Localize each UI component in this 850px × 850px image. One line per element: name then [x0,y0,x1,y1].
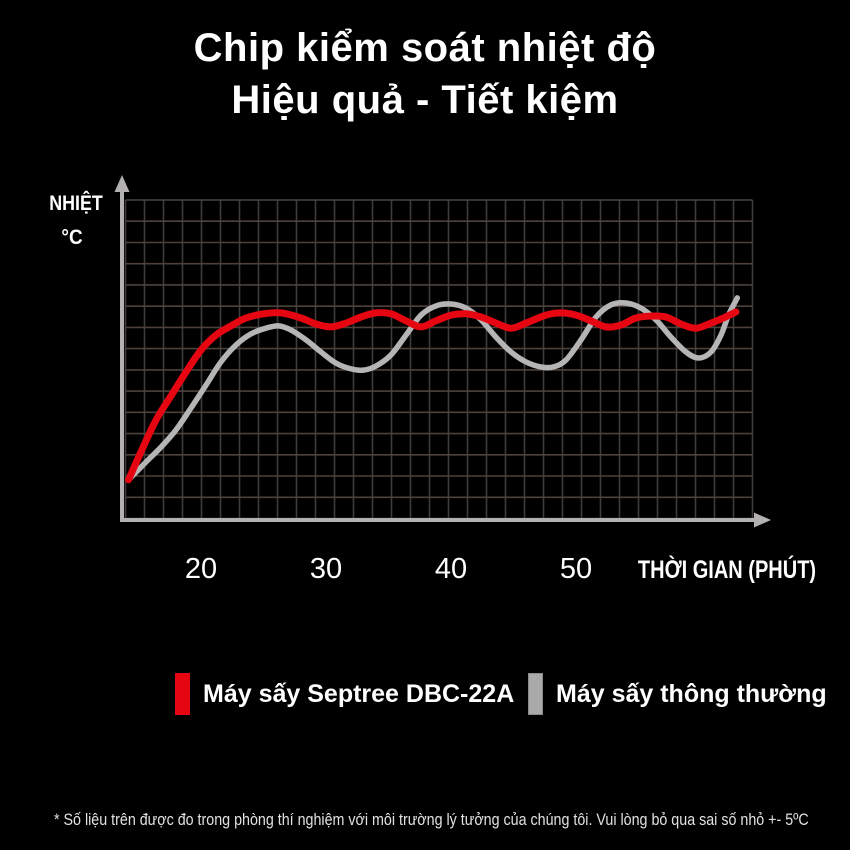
chart-legend: Máy sấy Septree DBC-22A Máy sấy thông th… [0,672,850,716]
y-axis-label-line2: °C [61,226,83,249]
title-line-1: Chip kiểm soát nhiệt độ [193,26,657,70]
x-axis-arrow-icon [754,512,771,528]
legend-swatch-ordinary-dryer [528,673,543,715]
legend-label-ordinary-dryer: Máy sấy thông thường [556,680,827,708]
x-axis-title: THỜI GIAN (PHÚT) [637,556,817,584]
page-title: Chip kiểm soát nhiệt độ Hiệu quả - Tiết … [0,22,850,126]
grid-horizontal-lines [125,199,753,520]
y-axis-arrow-icon [114,175,130,192]
y-axis-label-line1: NHIỆT [49,192,103,215]
x-tick-20: 20 [184,553,218,585]
series-line-septree [125,308,740,484]
x-tick-40: 40 [434,553,468,585]
footnote-disclaimer: * Số liệu trên được đo trong phòng thí n… [54,810,809,829]
x-tick-30: 30 [309,553,343,585]
legend-label-septree: Máy sấy Septree DBC-22A [203,680,515,708]
title-line-2: Hiệu quả - Tiết kiệm [231,78,619,122]
x-tick-50: 50 [559,553,593,585]
grid-vertical-lines [124,200,754,519]
legend-swatch-septree [175,673,190,715]
